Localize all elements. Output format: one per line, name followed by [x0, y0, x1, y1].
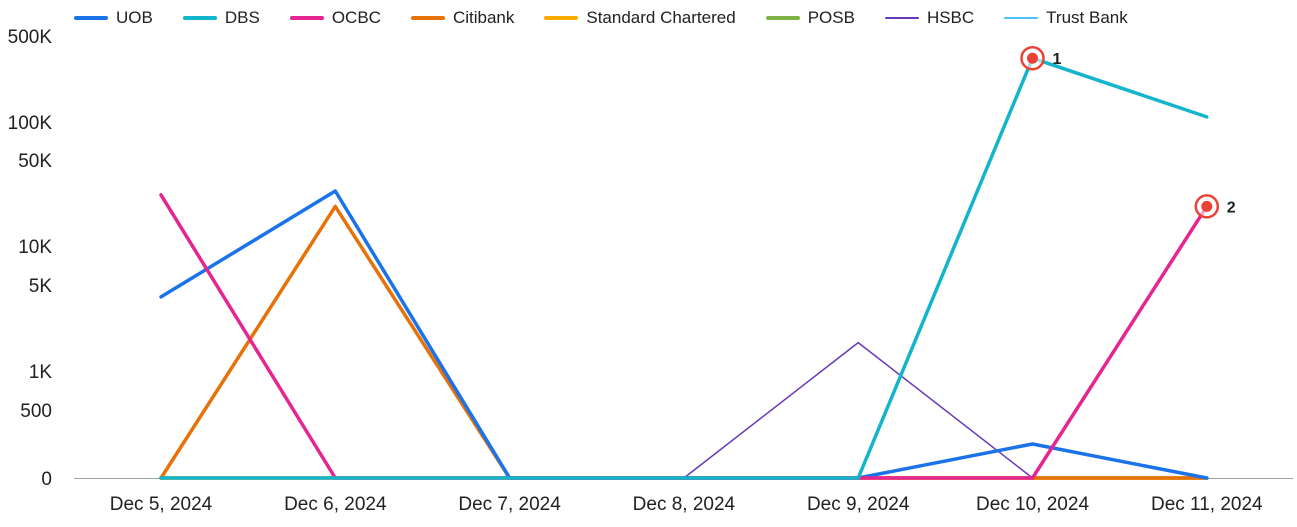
- y-tick-label: 50K: [18, 151, 52, 172]
- y-tick-label: 0: [41, 469, 52, 490]
- series-line: [160, 341, 1208, 479]
- legend-swatch: [765, 16, 800, 20]
- y-tick-label: 500: [20, 401, 52, 422]
- x-tick-label: Dec 6, 2024: [284, 494, 387, 515]
- y-tick-label: 10K: [18, 237, 52, 258]
- annotation-label: 1: [1053, 51, 1062, 68]
- legend-label: Citibank: [452, 8, 515, 27]
- legend-item[interactable]: HSBC: [884, 8, 975, 28]
- x-tick-label: Dec 9, 2024: [807, 494, 910, 515]
- legend-swatch: [884, 17, 919, 19]
- legend-item[interactable]: DBS: [182, 8, 260, 28]
- y-tick-label: 5K: [29, 276, 53, 297]
- x-tick-label: Dec 7, 2024: [458, 494, 561, 515]
- x-tick-label: Dec 10, 2024: [976, 494, 1089, 515]
- x-tick-label: Dec 5, 2024: [110, 494, 213, 515]
- series-line: [159, 193, 1209, 480]
- legend-swatch: [289, 16, 324, 20]
- y-tick-label: 1K: [29, 362, 53, 383]
- legend-label: POSB: [807, 8, 855, 27]
- x-tick-label: Dec 8, 2024: [633, 494, 736, 515]
- legend-item[interactable]: UOB: [74, 8, 153, 28]
- annotation-dot: [1201, 200, 1213, 212]
- legend-swatch: [1004, 17, 1039, 19]
- series-line: [159, 204, 1209, 480]
- legend-label: OCBC: [331, 8, 381, 27]
- legend-label: Standard Chartered: [586, 8, 736, 27]
- x-tick-label: Dec 11, 2024: [1151, 494, 1263, 515]
- annotation-dot: [1027, 52, 1038, 64]
- legend-item[interactable]: POSB: [765, 8, 855, 28]
- legend-label: UOB: [116, 8, 153, 27]
- legend-label: HSBC: [926, 8, 975, 27]
- legend-swatch: [544, 16, 579, 20]
- y-tick-label: 500K: [8, 27, 53, 48]
- legend-item[interactable]: Standard Chartered: [544, 8, 736, 28]
- legend-swatch: [74, 16, 108, 20]
- series-line: [159, 56, 1209, 480]
- legend-swatch: [182, 16, 217, 20]
- legend-item[interactable]: OCBC: [289, 8, 381, 28]
- legend-label: Trust Bank: [1046, 8, 1128, 27]
- legend-item[interactable]: Citibank: [410, 8, 515, 28]
- legend-item[interactable]: Trust Bank: [1004, 8, 1128, 28]
- legend-swatch: [410, 16, 445, 20]
- annotation-label: 2: [1227, 199, 1236, 216]
- y-tick-label: 100K: [8, 113, 53, 134]
- legend-label: DBS: [224, 8, 260, 27]
- chart-legend: UOB DBS OCBC Citibank Standard Chartered POSB…: [74, 6, 1158, 30]
